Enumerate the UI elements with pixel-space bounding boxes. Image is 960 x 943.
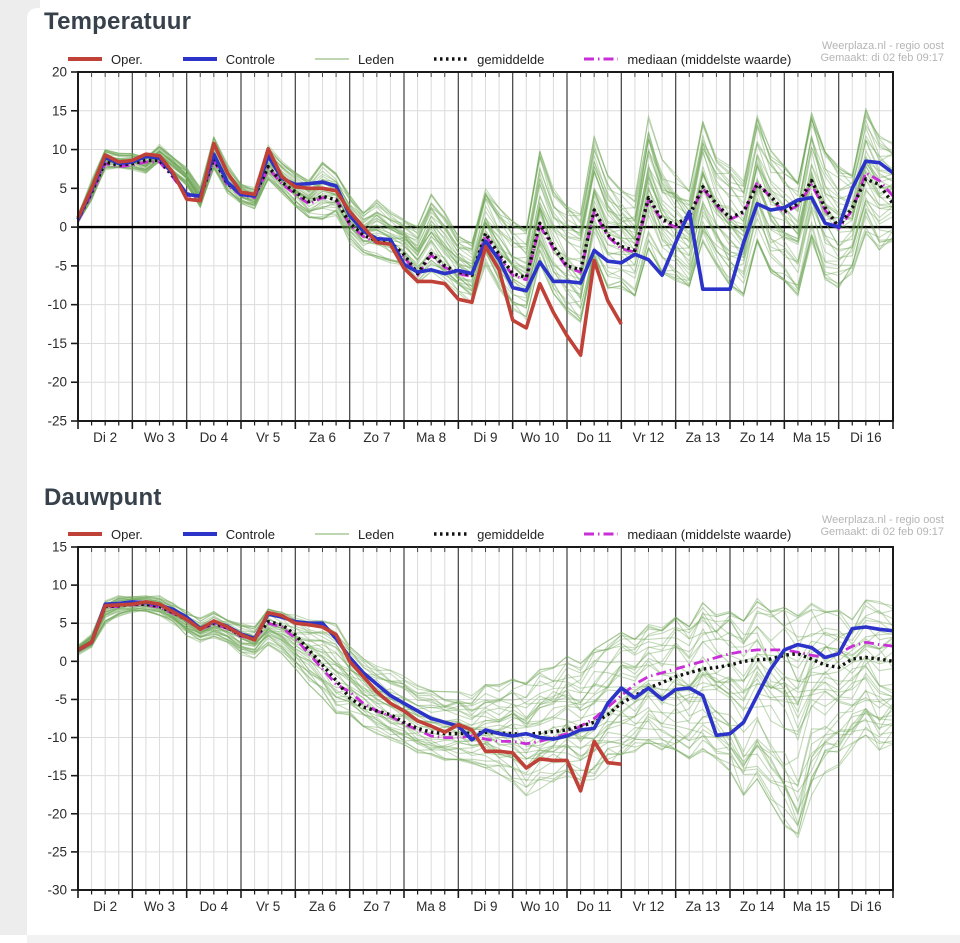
chart-card <box>27 8 960 935</box>
svg-text:20: 20 <box>52 65 67 80</box>
svg-text:Zo 14: Zo 14 <box>740 899 775 914</box>
svg-text:Wo 3: Wo 3 <box>144 430 175 445</box>
svg-text:-15: -15 <box>47 768 67 783</box>
svg-text:Ma 15: Ma 15 <box>793 899 831 914</box>
svg-text:Ma 8: Ma 8 <box>416 899 446 914</box>
dewpoint-legend: Oper. Controle Leden gemiddelde mediaan … <box>66 526 791 542</box>
svg-text:-25: -25 <box>47 844 67 859</box>
svg-text:Di 16: Di 16 <box>850 899 882 914</box>
svg-text:-5: -5 <box>55 258 67 273</box>
svg-text:-5: -5 <box>55 692 67 707</box>
attribution-temperature: Weerplaza.nl - regio oost Gemaakt: di 02… <box>820 40 944 64</box>
attribution-dewpoint: Weerplaza.nl - regio oost Gemaakt: di 02… <box>820 514 944 538</box>
svg-text:Za 6: Za 6 <box>309 430 336 445</box>
legend-item-gemiddelde: gemiddelde <box>432 52 544 67</box>
attribution-source: Weerplaza.nl - regio oost <box>821 514 944 526</box>
leden-line-swatch-icon <box>313 528 351 540</box>
svg-text:Do 4: Do 4 <box>200 899 229 914</box>
svg-text:Zo 7: Zo 7 <box>363 430 390 445</box>
legend-item-controle: Controle <box>181 52 275 67</box>
attribution-timestamp: Gemaakt: di 02 feb 09:17 <box>820 52 944 64</box>
svg-text:15: 15 <box>52 103 67 118</box>
svg-text:-15: -15 <box>47 336 67 351</box>
svg-text:Do 11: Do 11 <box>577 899 612 914</box>
svg-text:-30: -30 <box>47 883 67 898</box>
legend-item-mediaan: mediaan (middelste waarde) <box>582 527 791 542</box>
svg-text:Wo 3: Wo 3 <box>144 899 175 914</box>
svg-text:Ma 15: Ma 15 <box>793 430 831 445</box>
svg-text:5: 5 <box>59 181 67 196</box>
attribution-timestamp: Gemaakt: di 02 feb 09:17 <box>820 526 944 538</box>
oper-line-swatch-icon <box>66 528 104 540</box>
svg-text:-25: -25 <box>47 414 67 429</box>
dewpoint-chart: 15 10 5 0 -5 -10 -15 -20 -25 -30 Di 2 Wo 3 Do 4 Vr 5 Z… <box>47 540 894 914</box>
svg-text:-20: -20 <box>47 806 67 821</box>
svg-text:Zo 14: Zo 14 <box>740 430 775 445</box>
legend-item-mediaan: mediaan (middelste waarde) <box>582 52 791 67</box>
temperature-chart: 20 15 10 5 0 -5 -10 -15 -20 -25 Di 2 Wo 3 Do 4 Vr 5 Za… <box>47 65 895 445</box>
svg-text:Di 2: Di 2 <box>93 430 117 445</box>
legend-item-gemiddelde: gemiddelde <box>432 527 544 542</box>
svg-text:-20: -20 <box>47 375 67 390</box>
svg-text:10: 10 <box>52 142 67 157</box>
legend-item-controle: Controle <box>181 527 275 542</box>
svg-text:Za 6: Za 6 <box>309 899 336 914</box>
svg-text:5: 5 <box>59 616 67 631</box>
leden-line-swatch-icon <box>313 53 351 65</box>
svg-text:Za 13: Za 13 <box>686 430 721 445</box>
controle-line-swatch-icon <box>181 53 219 65</box>
svg-text:Di 16: Di 16 <box>850 430 882 445</box>
svg-text:0: 0 <box>59 220 67 235</box>
svg-text:Di 2: Di 2 <box>93 899 117 914</box>
svg-text:Di 9: Di 9 <box>473 430 497 445</box>
svg-text:Vr 12: Vr 12 <box>633 430 665 445</box>
svg-text:15: 15 <box>52 540 67 555</box>
legend-item-leden: Leden <box>313 527 394 542</box>
controle-line-swatch-icon <box>181 528 219 540</box>
temperature-legend: Oper. Controle Leden gemiddelde mediaan … <box>66 51 791 67</box>
svg-text:Di 9: Di 9 <box>473 899 497 914</box>
svg-text:Do 11: Do 11 <box>577 430 612 445</box>
svg-text:Za 13: Za 13 <box>686 899 721 914</box>
svg-text:-10: -10 <box>47 297 67 312</box>
card-bottom-edge <box>27 935 960 943</box>
svg-text:10: 10 <box>52 578 67 593</box>
svg-text:Wo 10: Wo 10 <box>520 430 559 445</box>
temperature-title: Temperatuur <box>44 8 192 35</box>
svg-text:Wo 10: Wo 10 <box>520 899 559 914</box>
svg-text:Do 4: Do 4 <box>200 430 229 445</box>
svg-text:-10: -10 <box>47 730 67 745</box>
svg-text:0: 0 <box>59 654 67 669</box>
svg-text:Vr 12: Vr 12 <box>633 899 665 914</box>
svg-text:Vr 5: Vr 5 <box>256 899 280 914</box>
mediaan-dashdot-swatch-icon <box>582 528 620 540</box>
mediaan-dashdot-swatch-icon <box>582 53 620 65</box>
svg-text:Ma 8: Ma 8 <box>416 430 446 445</box>
oper-line-swatch-icon <box>66 53 104 65</box>
svg-text:Zo 7: Zo 7 <box>363 899 390 914</box>
legend-item-oper: Oper. <box>66 52 143 67</box>
attribution-source: Weerplaza.nl - regio oost <box>821 40 944 52</box>
svg-text:Vr 5: Vr 5 <box>256 430 280 445</box>
legend-item-leden: Leden <box>313 52 394 67</box>
dewpoint-title: Dauwpunt <box>44 484 162 511</box>
legend-item-oper: Oper. <box>66 527 143 542</box>
